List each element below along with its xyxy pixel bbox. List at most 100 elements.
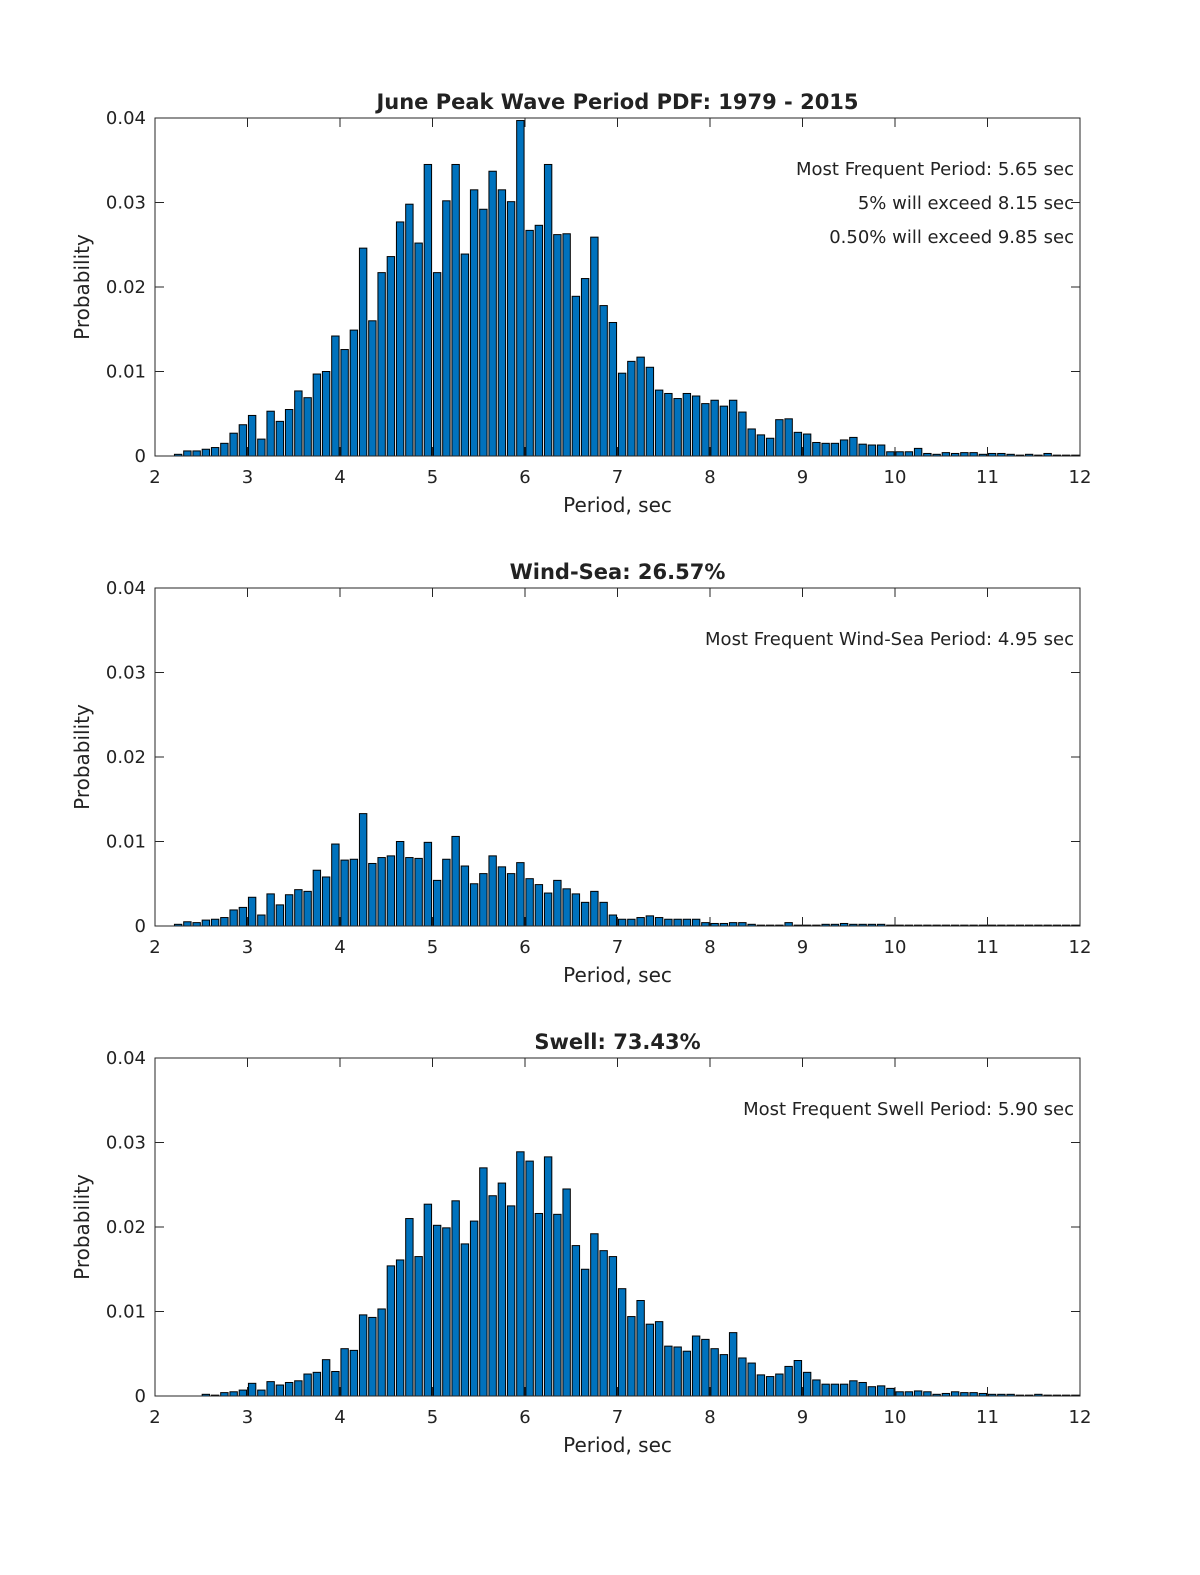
bar bbox=[960, 1392, 969, 1397]
bar bbox=[867, 1386, 877, 1397]
bar bbox=[673, 398, 682, 457]
bar bbox=[414, 1256, 423, 1397]
bar bbox=[784, 418, 793, 457]
bar bbox=[479, 873, 488, 927]
bar bbox=[497, 1182, 507, 1397]
bar bbox=[830, 1383, 840, 1397]
bar bbox=[802, 433, 812, 457]
bar bbox=[812, 441, 821, 457]
y-tick-label: 0.04 bbox=[106, 1048, 146, 1069]
bar bbox=[821, 442, 830, 457]
bar bbox=[969, 452, 978, 457]
bar bbox=[645, 366, 655, 457]
bar bbox=[765, 1376, 775, 1397]
bar bbox=[654, 1321, 664, 1397]
bar bbox=[765, 437, 775, 457]
x-axis-label: Period, sec bbox=[563, 963, 672, 987]
bar bbox=[284, 894, 294, 927]
bar bbox=[303, 1373, 312, 1397]
y-axis-label: Probability bbox=[70, 234, 94, 340]
bar bbox=[886, 451, 895, 457]
bar bbox=[516, 862, 525, 927]
bar bbox=[738, 411, 747, 457]
bar bbox=[673, 918, 682, 927]
bar bbox=[580, 901, 590, 927]
bar bbox=[719, 1354, 729, 1397]
y-tick-label: 0.01 bbox=[106, 1302, 146, 1323]
bar bbox=[710, 399, 719, 457]
bar bbox=[312, 869, 322, 927]
bar bbox=[442, 200, 451, 457]
bar bbox=[312, 373, 322, 457]
x-axis-label: Period, sec bbox=[563, 493, 672, 517]
bar bbox=[617, 372, 627, 457]
bar bbox=[923, 1391, 932, 1397]
bar bbox=[719, 405, 729, 457]
annotation: 0.50% will exceed 9.85 sec bbox=[829, 227, 1074, 248]
bar bbox=[747, 1362, 756, 1397]
bar bbox=[340, 859, 349, 927]
y-tick-label: 0.01 bbox=[106, 362, 146, 383]
bar bbox=[784, 1365, 793, 1397]
bar bbox=[386, 855, 396, 927]
y-tick-label: 0.02 bbox=[106, 1217, 146, 1238]
y-tick-label: 0.03 bbox=[106, 663, 146, 684]
bar bbox=[460, 1243, 470, 1397]
annotation: Most Frequent Wind-Sea Period: 4.95 sec bbox=[705, 629, 1074, 650]
bar bbox=[682, 1350, 692, 1397]
bar bbox=[525, 1160, 534, 1397]
x-tick-label: 11 bbox=[976, 1407, 999, 1428]
bar bbox=[349, 329, 359, 457]
bar bbox=[229, 432, 238, 457]
bar bbox=[183, 450, 192, 457]
bar bbox=[627, 918, 636, 927]
bar bbox=[950, 1391, 960, 1397]
x-tick-label: 7 bbox=[612, 1407, 623, 1428]
bar bbox=[284, 1381, 294, 1397]
bar bbox=[451, 1200, 460, 1397]
chart-panel-3: 2 3 4 5 6 7 8 9 10 11 12 0 0.01 0.02 0.03 0.04 Swell: 73… bbox=[70, 1030, 1091, 1457]
bar bbox=[608, 1256, 618, 1397]
bar bbox=[294, 889, 303, 927]
bar bbox=[784, 922, 793, 927]
bar bbox=[627, 360, 636, 457]
bar bbox=[331, 843, 340, 927]
bar bbox=[497, 189, 507, 457]
x-tick-label: 12 bbox=[1069, 937, 1092, 958]
bar bbox=[673, 1346, 682, 1397]
bar bbox=[617, 1288, 627, 1397]
bar bbox=[377, 272, 386, 457]
bar bbox=[201, 448, 211, 457]
bar bbox=[479, 208, 488, 457]
bar bbox=[701, 403, 710, 457]
bar bbox=[608, 321, 618, 457]
y-axis-label: Probability bbox=[70, 704, 94, 810]
bar bbox=[599, 1250, 608, 1397]
annotation: Most Frequent Swell Period: 5.90 sec bbox=[743, 1099, 1074, 1120]
bar bbox=[220, 917, 229, 927]
bar bbox=[580, 1268, 590, 1397]
bars bbox=[201, 1151, 1080, 1397]
bar bbox=[775, 419, 784, 457]
bar bbox=[516, 120, 525, 457]
bar bbox=[858, 443, 867, 457]
x-tick-label: 6 bbox=[519, 467, 530, 488]
bar bbox=[710, 1348, 719, 1397]
bar bbox=[534, 884, 544, 927]
bar bbox=[432, 272, 442, 457]
bar bbox=[210, 918, 220, 927]
bar bbox=[516, 1151, 525, 1397]
bar bbox=[525, 878, 534, 927]
bar bbox=[488, 170, 497, 457]
x-tick-label: 8 bbox=[704, 937, 715, 958]
bar bbox=[645, 915, 655, 927]
bar bbox=[257, 914, 266, 927]
bar bbox=[229, 1391, 238, 1397]
bar bbox=[340, 1348, 349, 1397]
bar bbox=[802, 1371, 812, 1397]
bar bbox=[645, 1323, 655, 1397]
bar bbox=[423, 841, 433, 927]
bar bbox=[562, 888, 571, 927]
bar bbox=[728, 922, 738, 927]
